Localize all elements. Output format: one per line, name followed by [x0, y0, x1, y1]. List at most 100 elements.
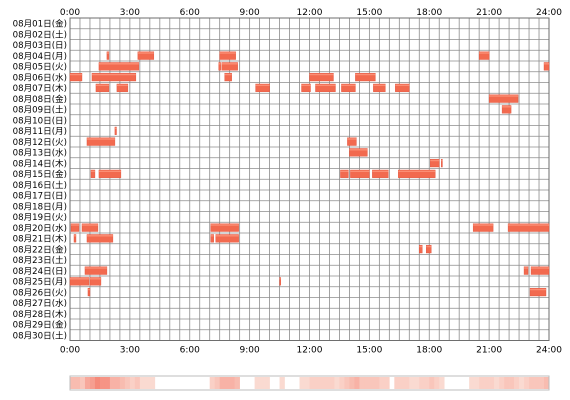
- density-cell: [149, 377, 156, 389]
- density-cell: [209, 377, 215, 389]
- session-bar: [87, 288, 91, 297]
- day-label: 08月10日(日): [13, 115, 67, 126]
- density-cell: [70, 377, 76, 389]
- session-bar: [98, 169, 122, 178]
- session-bar: [91, 73, 137, 82]
- day-label: 08月12日(火): [13, 137, 67, 148]
- top-tick-label: 3:00: [120, 8, 140, 18]
- density-cell: [254, 377, 260, 389]
- density-cell: [264, 377, 270, 389]
- session-bar: [347, 137, 357, 146]
- session-bar-highlight: [279, 278, 281, 280]
- density-cell: [304, 377, 310, 389]
- chart-grid: [69, 17, 550, 341]
- density-cell: [344, 377, 350, 389]
- density-cell: [229, 377, 235, 389]
- session-bar-highlight: [398, 170, 436, 172]
- density-cell: [119, 377, 126, 389]
- day-label: 08月29日(金): [13, 319, 67, 331]
- density-cell: [384, 377, 390, 389]
- bottom-tick-label: 9:00: [240, 346, 260, 356]
- density-cell: [234, 377, 240, 389]
- top-tick-label: 12:00: [297, 8, 323, 18]
- density-cell: [529, 377, 535, 389]
- session-bar-highlight: [218, 63, 221, 65]
- session-bar-highlight: [309, 73, 334, 76]
- session-bar-highlight: [473, 224, 494, 226]
- session-bar-highlight: [349, 149, 368, 151]
- density-cell: [139, 377, 146, 389]
- session-bar: [116, 83, 129, 92]
- density-cell: [349, 377, 355, 389]
- density-cell: [124, 377, 131, 389]
- session-bar-highlight: [355, 73, 376, 76]
- density-cell: [479, 377, 485, 389]
- session-bar: [106, 51, 110, 60]
- bottom-time-axis: 0:00 3:00 6:00 9:00 12:00 15:00 18:00 21:00 24:0…: [60, 346, 562, 356]
- day-label: 08月28日(木): [13, 308, 67, 320]
- session-bar: [315, 83, 336, 92]
- session-bar: [426, 245, 432, 254]
- density-cell: [114, 377, 121, 389]
- session-bar-highlight: [341, 84, 356, 86]
- session-bar: [301, 83, 311, 92]
- session-bar: [373, 83, 386, 92]
- density-cell: [499, 377, 505, 389]
- day-label: 08月26日(火): [13, 287, 67, 298]
- density-cell: [534, 377, 540, 389]
- session-bar: [543, 62, 550, 71]
- density-cell: [214, 377, 220, 389]
- session-bar-highlight: [441, 159, 443, 162]
- density-cell: [364, 377, 370, 389]
- session-bar: [95, 83, 110, 92]
- session-bar: [224, 73, 232, 82]
- session-bar: [73, 234, 77, 243]
- bottom-tick-label: 0:00: [60, 346, 80, 356]
- session-bar: [309, 73, 334, 82]
- session-bar-highlight: [255, 84, 270, 86]
- session-bar-highlight: [350, 170, 370, 172]
- density-cell: [434, 377, 440, 389]
- day-label: 08月02日(土): [13, 28, 67, 40]
- density-cell: [319, 377, 325, 389]
- session-bar-highlight: [479, 52, 490, 54]
- session-bar: [279, 277, 281, 286]
- session-bar: [501, 105, 512, 114]
- session-bar-highlight: [98, 170, 121, 172]
- session-bar-highlight: [87, 288, 90, 291]
- session-bar: [86, 137, 116, 146]
- session-bar: [210, 234, 214, 243]
- session-bar-highlight: [137, 52, 154, 54]
- top-tick-label: 0:00: [60, 8, 80, 18]
- density-cell: [79, 377, 86, 389]
- day-label: 08月27日(水): [13, 297, 67, 309]
- session-bar: [84, 266, 108, 275]
- session-bar: [89, 277, 102, 286]
- day-label: 08月30日(土): [13, 329, 67, 341]
- session-bar-highlight: [116, 84, 128, 86]
- density-cell: [129, 377, 136, 389]
- session-bar-highlight: [531, 267, 549, 269]
- density-strip: [69, 375, 550, 391]
- day-label: 08月24日(日): [13, 266, 67, 277]
- session-bar: [472, 223, 494, 232]
- session-bar-highlight: [315, 84, 336, 86]
- session-bar: [81, 223, 99, 232]
- day-label: 08月18日(月): [13, 201, 67, 212]
- density-cell: [109, 377, 116, 389]
- session-bar: [430, 159, 440, 168]
- density-cell: [314, 377, 320, 389]
- session-bar: [137, 51, 155, 60]
- session-bar: [90, 169, 96, 178]
- density-cell: [524, 377, 530, 389]
- session-bar-highlight: [90, 170, 95, 172]
- density-strip-border: [69, 375, 550, 391]
- session-bar-highlight: [91, 73, 136, 76]
- session-bar: [98, 62, 140, 71]
- top-tick-label: 6:00: [180, 8, 200, 18]
- session-bar-highlight: [70, 73, 82, 76]
- density-cell: [484, 377, 490, 389]
- session-bar-highlight: [508, 224, 549, 226]
- day-label: 08月06日(水): [13, 71, 67, 83]
- bottom-tick-label: 12:00: [297, 346, 323, 356]
